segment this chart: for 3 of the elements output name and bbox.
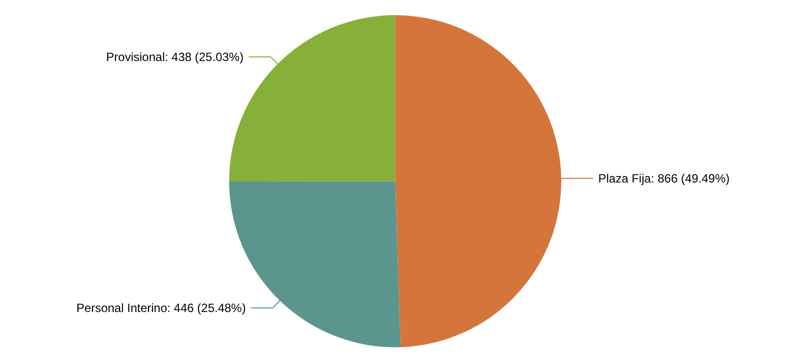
slice-label: Provisional: 438 (25.03%) <box>106 50 244 64</box>
slice-label: Plaza Fija: 866 (49.49%) <box>598 171 730 186</box>
slice-label: Personal Interino: 446 (25.48%) <box>76 300 246 315</box>
